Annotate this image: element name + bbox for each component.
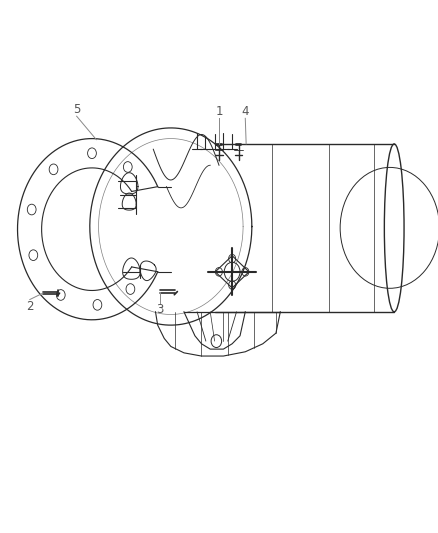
Text: 4: 4 [241,106,249,118]
Text: 3: 3 [156,303,163,316]
Text: 1: 1 [215,106,223,118]
Text: 5: 5 [73,103,80,116]
Text: 2: 2 [26,300,34,312]
